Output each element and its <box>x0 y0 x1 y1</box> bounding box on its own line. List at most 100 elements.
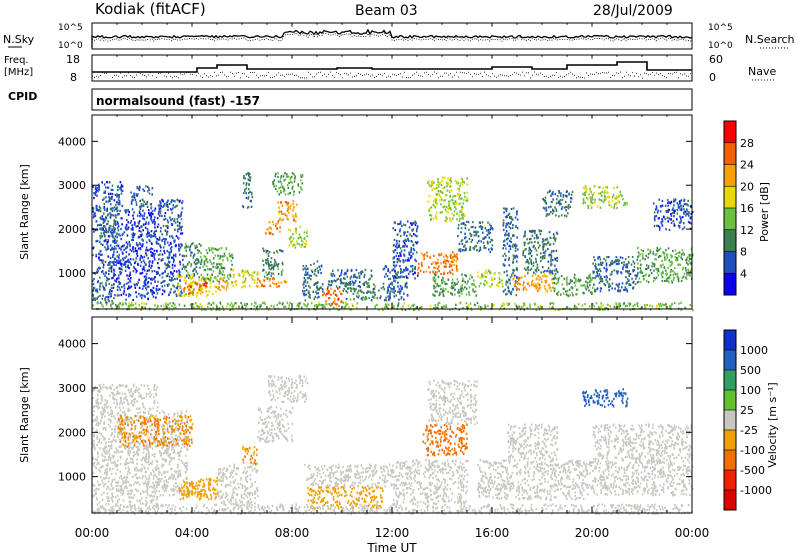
power-cell <box>163 218 165 221</box>
power-cell <box>286 217 289 220</box>
power-cell <box>662 215 665 218</box>
power-cell <box>188 288 190 291</box>
power-cell <box>304 280 306 283</box>
power-cell <box>140 234 143 238</box>
power-cell <box>330 303 333 306</box>
power-cell <box>153 256 156 259</box>
power-cell <box>355 306 358 309</box>
power-cell <box>488 232 490 235</box>
power-cell <box>590 199 592 202</box>
power-cell <box>625 263 627 266</box>
power-cell <box>514 247 517 250</box>
power-cell <box>160 305 162 308</box>
power-cell <box>556 292 558 295</box>
power-cell <box>586 196 588 200</box>
power-cell <box>310 278 312 281</box>
power-cell <box>142 229 144 232</box>
power-cell <box>592 198 594 201</box>
power-cell <box>583 284 586 287</box>
power-cell <box>530 259 532 262</box>
power-cell <box>527 282 529 285</box>
power-cell <box>118 267 121 270</box>
power-cell <box>180 243 182 246</box>
power-cell <box>159 249 162 252</box>
power-cell <box>459 194 462 197</box>
power-cell <box>572 294 574 297</box>
power-cell <box>443 176 446 179</box>
power-cell <box>554 237 557 240</box>
power-cell <box>216 267 218 270</box>
power-cell <box>276 304 278 307</box>
power-cell <box>266 257 269 260</box>
power-cell <box>294 246 297 249</box>
power-cell <box>522 304 525 307</box>
power-cell <box>685 277 688 280</box>
power-cell <box>154 207 157 210</box>
power-cell <box>316 267 319 270</box>
power-cell <box>526 306 529 310</box>
power-cell <box>238 274 241 277</box>
power-cell <box>403 241 406 244</box>
power-cell <box>120 268 122 271</box>
power-cell <box>456 269 458 272</box>
power-cell <box>149 278 152 281</box>
power-cell <box>110 270 113 273</box>
power-cell <box>268 271 270 274</box>
power-cell <box>117 225 120 228</box>
power-cell <box>628 274 630 278</box>
power-cell <box>155 271 158 274</box>
power-cell <box>194 259 197 262</box>
power-cell <box>134 233 136 236</box>
power-cell <box>677 263 679 266</box>
power-cell <box>391 283 394 286</box>
power-cell <box>197 260 200 263</box>
power-cell <box>641 271 644 274</box>
power-cell <box>113 268 115 271</box>
power-cell <box>591 291 594 294</box>
power-cell <box>108 181 111 184</box>
power-cell <box>256 305 259 308</box>
power-cell <box>464 237 466 240</box>
power-cell <box>163 249 165 253</box>
power-cell <box>551 259 554 262</box>
power-cell <box>127 260 130 264</box>
power-cell <box>647 265 650 268</box>
power-cell <box>179 253 181 256</box>
power-cell <box>185 279 188 282</box>
power-cell <box>524 248 527 251</box>
velocity-cell <box>93 410 95 413</box>
power-cell <box>473 303 476 306</box>
power-cell <box>153 269 156 273</box>
power-cell <box>363 281 366 284</box>
power-cell <box>510 293 512 296</box>
power-cell <box>130 201 133 204</box>
power-cell <box>350 287 353 290</box>
velocity-cell <box>122 406 125 409</box>
power-cell <box>289 178 291 181</box>
power-cell <box>110 188 113 191</box>
power-cell <box>685 212 688 215</box>
power-cell <box>658 217 660 220</box>
power-cell <box>254 279 256 282</box>
power-cell <box>655 258 657 261</box>
power-cell <box>134 249 137 252</box>
power-cell <box>628 302 630 305</box>
power-cell <box>280 191 282 194</box>
power-cell <box>673 211 675 214</box>
power-cell <box>113 214 115 217</box>
power-cell <box>598 198 601 201</box>
power-cell <box>109 225 111 228</box>
power-cell <box>116 278 118 281</box>
velocity-cell <box>106 472 108 475</box>
power-cell <box>671 208 674 211</box>
power-cell <box>95 186 97 189</box>
power-cell <box>626 270 628 273</box>
power-cell <box>104 230 106 233</box>
power-cell <box>432 217 435 220</box>
power-cell <box>246 270 249 273</box>
power-cell <box>440 198 443 201</box>
power-cell <box>445 305 448 308</box>
power-cell <box>286 301 289 304</box>
power-cell <box>303 292 306 296</box>
power-cell <box>551 212 554 215</box>
